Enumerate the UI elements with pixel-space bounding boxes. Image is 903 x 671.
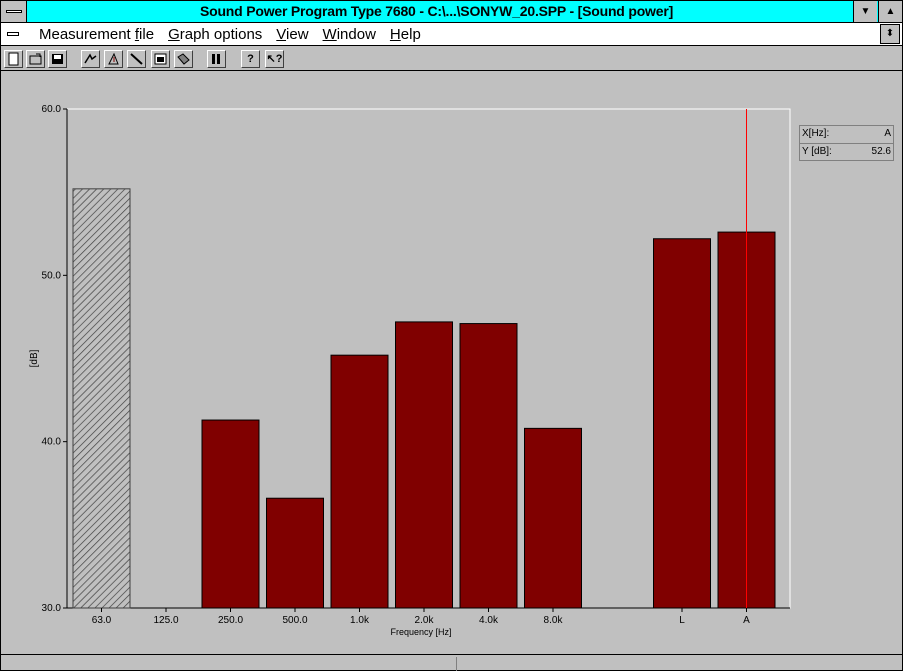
x-tick-label: 2.0k — [415, 615, 435, 626]
y-axis-label: [dB] — [29, 349, 40, 367]
ruler-button[interactable] — [127, 50, 146, 68]
bar-2.0k — [395, 321, 453, 609]
open-file-icon — [29, 53, 42, 65]
minimize-button[interactable]: ▼ — [853, 1, 877, 22]
document-restore-button[interactable]: ⬍ — [880, 24, 900, 44]
microphone-button[interactable] — [104, 50, 123, 68]
document-system-menu-button[interactable] — [1, 23, 27, 45]
microphone-icon — [108, 52, 119, 65]
maximize-button[interactable]: ▲ — [878, 1, 902, 22]
document-system-menu-icon — [7, 32, 19, 36]
save-icon — [52, 54, 63, 64]
maximize-icon: ▲ — [885, 6, 896, 17]
context-help-button[interactable]: ↖? — [265, 50, 284, 68]
restore-icon: ⬍ — [885, 28, 895, 39]
save-button[interactable] — [48, 50, 67, 68]
print-icon — [177, 53, 190, 65]
menu-window[interactable]: Window — [322, 26, 376, 43]
menu-items: Measurement file Graph options View Window H… — [35, 26, 431, 43]
context-help-icon: ↖? — [266, 53, 283, 65]
sound-power-chart[interactable]: 30.0 40.0 50.0 60.0 [dB] 63.0 125.0 250.0 500.0 1… — [1, 72, 902, 654]
bars-icon — [212, 54, 220, 64]
bar-63.0 — [72, 188, 131, 609]
bar-1.0k — [330, 354, 389, 609]
y-tick-label: 60.0 — [42, 104, 62, 115]
readout-y-label: Y [dB]: — [802, 146, 832, 157]
chart-area[interactable]: 30.0 40.0 50.0 60.0 [dB] 63.0 125.0 250.0 500.0 1… — [1, 72, 902, 654]
measure-button[interactable] — [81, 50, 100, 68]
x-tick-label: 4.0k — [479, 615, 499, 626]
bars-button[interactable] — [207, 50, 226, 68]
menu-view[interactable]: View — [276, 26, 309, 43]
y-tick-label: 40.0 — [42, 437, 62, 448]
y-tick-label: 30.0 — [42, 603, 62, 614]
readout-x-row: X[Hz]: A — [800, 126, 893, 143]
readout-x-label: X[Hz]: — [802, 128, 830, 139]
window-button[interactable] — [151, 50, 170, 68]
toolbar: ? ↖? — [1, 47, 902, 71]
readout-y-row: Y [dB]: 52.6 — [800, 143, 893, 160]
cursor-readout: X[Hz]: A Y [dB]: 52.6 — [799, 125, 894, 161]
status-pane-right — [456, 657, 901, 671]
readout-x-value: A — [884, 128, 891, 139]
menu-measurement-file[interactable]: Measurement file — [39, 26, 155, 43]
print-button[interactable] — [174, 50, 193, 68]
ruler-icon — [130, 53, 143, 65]
x-tick-label: 1.0k — [350, 615, 370, 626]
help-icon: ? — [247, 53, 254, 65]
x-tick-label: 125.0 — [153, 615, 178, 626]
bar-L — [653, 238, 711, 609]
menu-graph-options[interactable]: Graph options — [168, 26, 263, 43]
help-button[interactable]: ? — [241, 50, 260, 68]
window-title: Sound Power Program Type 7680 - C:\...\S… — [199, 3, 674, 19]
x-tick-label: 500.0 — [282, 615, 307, 626]
bar-8.0k — [524, 427, 582, 609]
menu-bar: Measurement file Graph options View Window H… — [1, 23, 902, 46]
x-tick-label: A — [743, 615, 750, 626]
system-menu-button[interactable] — [1, 1, 27, 22]
x-axis-label: Frequency [Hz] — [390, 627, 451, 637]
new-file-button[interactable] — [4, 50, 23, 68]
minimize-icon: ▼ — [860, 6, 871, 17]
measure-icon — [84, 53, 97, 64]
window-icon — [154, 53, 167, 65]
readout-y-value: 52.6 — [871, 146, 891, 157]
bar-4.0k — [459, 323, 518, 609]
x-tick-label: L — [679, 615, 685, 626]
x-tick-label: 8.0k — [544, 615, 564, 626]
bar-500.0 — [266, 497, 324, 609]
x-tick-label: 250.0 — [218, 615, 243, 626]
open-file-button[interactable] — [26, 50, 45, 68]
title-bar[interactable]: Sound Power Program Type 7680 - C:\...\S… — [1, 1, 902, 23]
system-menu-icon — [6, 10, 22, 13]
bar-250.0 — [201, 419, 260, 609]
y-tick-label: 50.0 — [42, 270, 62, 281]
x-tick-label: 63.0 — [92, 615, 112, 626]
new-file-icon — [8, 52, 19, 66]
status-bar — [1, 654, 902, 671]
menu-help[interactable]: Help — [389, 26, 421, 43]
